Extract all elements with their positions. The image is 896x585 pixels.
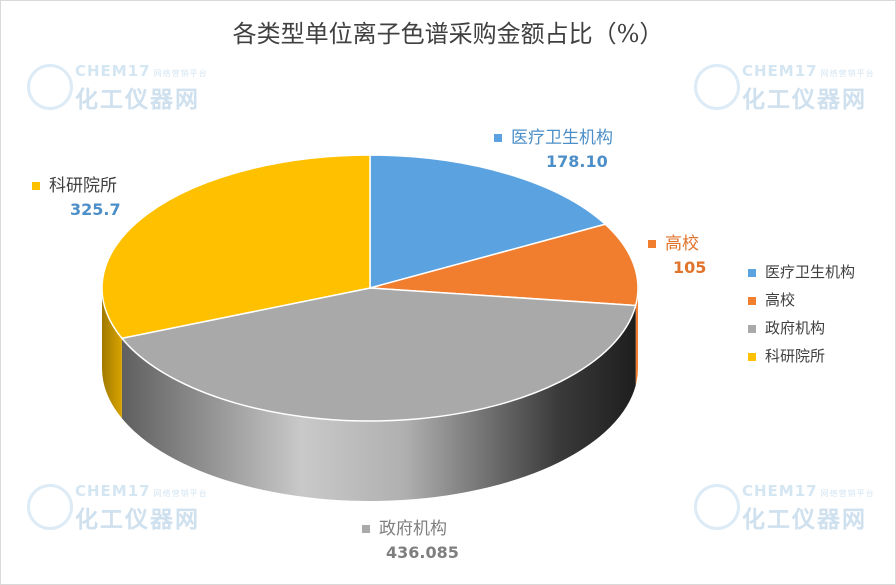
legend-item: 政府机构: [748, 314, 855, 342]
data-label-research: 科研院所 325.7: [32, 174, 121, 222]
slice-research: [101, 154, 371, 340]
legend-item: 医疗卫生机构: [748, 258, 855, 286]
legend-swatch: [748, 296, 756, 305]
label-marker: [32, 182, 40, 190]
data-label-medical: 医疗卫生机构 178.10: [494, 126, 613, 174]
slice-research-side: [102, 288, 122, 419]
legend-swatch: [748, 324, 756, 333]
slice-government-side: [121, 305, 636, 501]
watermark-logo-icon: [694, 484, 740, 530]
legend-item: 高校: [748, 286, 855, 314]
legend-swatch: [748, 268, 756, 277]
data-label-name: 医疗卫生机构: [511, 128, 613, 148]
legend-swatch: [748, 352, 756, 361]
legend-label: 政府机构: [765, 319, 826, 337]
data-label-university: 高校 105: [648, 232, 706, 280]
watermark-logo-icon: [27, 64, 73, 110]
slice-government: [120, 287, 637, 422]
slice-university-side: [635, 288, 638, 386]
data-label-value: 325.7: [70, 200, 121, 219]
data-label-value: 105: [673, 258, 707, 277]
legend-label: 医疗卫生机构: [765, 263, 856, 281]
legend-label: 高校: [765, 291, 796, 309]
slice-medical: [369, 154, 607, 289]
legend-item: 科研院所: [748, 342, 855, 370]
legend: 医疗卫生机构 高校 政府机构 科研院所: [748, 258, 855, 370]
data-label-government: 政府机构 436.085: [362, 517, 459, 565]
watermark-logo-icon: [27, 484, 73, 530]
slice-university: [369, 223, 639, 307]
data-label-name: 政府机构: [379, 519, 447, 539]
chart-title: 各类型单位离子色谱采购金额占比（%）: [232, 20, 664, 48]
data-label-name: 高校: [665, 234, 699, 254]
data-label-value: 178.10: [546, 152, 608, 171]
label-marker: [648, 240, 656, 248]
legend-label: 科研院所: [765, 347, 826, 365]
watermark-logo-icon: [694, 64, 740, 110]
label-marker: [494, 134, 502, 142]
label-marker: [362, 525, 370, 533]
data-label-name: 科研院所: [49, 176, 117, 196]
data-label-value: 436.085: [386, 543, 459, 562]
